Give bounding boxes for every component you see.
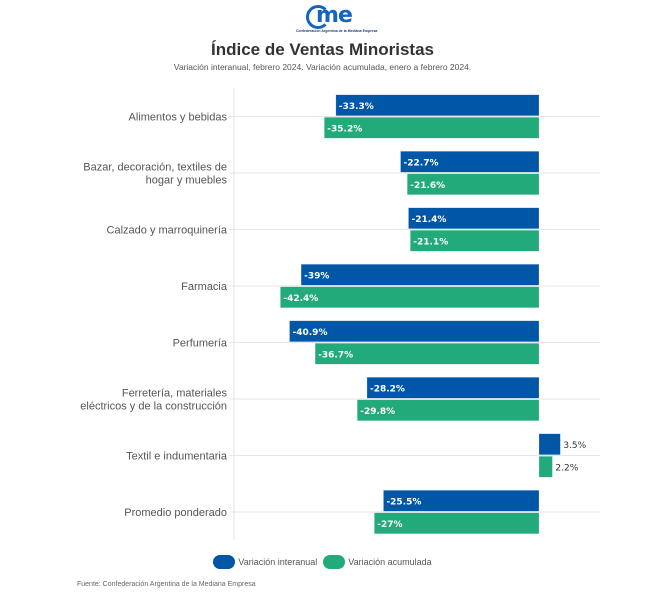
chart-title: Índice de Ventas Minoristas (211, 40, 434, 59)
category-label-line: Calzado y marroquinería (107, 225, 228, 237)
category-label-line: Alimentos y bebidas (129, 112, 228, 124)
data-label-interanual: -28.2% (370, 384, 405, 394)
category-label-line: Promedio ponderado (124, 507, 227, 519)
bar-acumulada (410, 230, 540, 252)
data-label-acumulada: -21.1% (413, 237, 448, 247)
data-label-interanual: -40.9% (293, 328, 328, 338)
bar-acumulada (538, 456, 553, 478)
data-label-interanual: -25.5% (386, 497, 421, 507)
logo-wordmark: cme (316, 3, 353, 28)
came-logo: cme Confederación Argentina de la Median… (296, 3, 378, 37)
category-label: Promedio ponderado (124, 507, 227, 519)
bar-acumulada (406, 173, 540, 195)
data-label-acumulada: -27% (377, 520, 402, 530)
logo-ring-icon (306, 5, 330, 29)
category-label: Perfumería (173, 338, 228, 350)
bar-acumulada (324, 117, 540, 139)
legend-swatch-acumulada (323, 555, 346, 569)
bar-acumulada (314, 343, 540, 365)
data-label-acumulada: -21.6% (410, 181, 445, 191)
legend-label-interanual: Variación interanual (238, 557, 318, 567)
data-label-interanual: -22.7% (404, 158, 439, 168)
bar-interanual (383, 490, 540, 512)
source-note: Fuente: Confederación Argentina de la Me… (77, 581, 256, 588)
data-label-acumulada: -29.8% (360, 407, 395, 417)
legend-item-acumulada[interactable]: Variación acumulada (323, 555, 432, 569)
bar-acumulada (356, 399, 540, 421)
bar-interanual (408, 207, 540, 229)
category-label-line: Perfumería (173, 338, 228, 350)
bar-interanual (538, 433, 561, 455)
data-label-interanual: -21.4% (411, 215, 446, 225)
legend: Variación interanual Variación acumulada (0, 555, 645, 569)
bar-interanual (300, 264, 540, 286)
data-label-acumulada: 2.2% (555, 463, 578, 473)
category-label: Farmacia (181, 281, 228, 293)
data-label-interanual: -33.3% (339, 102, 374, 112)
bar-interanual (289, 320, 540, 342)
bar-interanual (400, 151, 540, 173)
category-label-line: Bazar, decoración, textiles de (83, 162, 227, 174)
legend-label-acumulada: Variación acumulada (348, 557, 432, 567)
category-label: Bazar, decoración, textiles de hogar y mu… (83, 162, 227, 187)
legend-swatch-interanual (213, 555, 236, 569)
category-label-line: eléctricos y de la construcción (80, 401, 227, 413)
data-label-acumulada: -35.2% (327, 124, 362, 134)
category-label-line: Textil e indumentaria (126, 451, 228, 463)
bar-interanual (366, 377, 540, 399)
bar-interanual (335, 94, 540, 116)
category-label-line: Ferretería, materiales (122, 388, 228, 400)
data-label-acumulada: -36.7% (318, 350, 353, 360)
chart-subtitle: Variación interanual, febrero 2024. Vari… (173, 62, 472, 72)
category-label-line: hogar y muebles (146, 175, 228, 187)
category-label: Calzado y marroquinería (107, 225, 228, 237)
category-label: Alimentos y bebidas (129, 112, 228, 124)
bar-acumulada (374, 512, 540, 534)
legend-item-interanual[interactable]: Variación interanual (213, 555, 317, 569)
category-label-line: Farmacia (181, 281, 228, 293)
data-label-acumulada: -42.4% (283, 294, 318, 304)
logo-subtitle: Confederación Argentina de la Mediana Em… (296, 29, 378, 33)
bar-acumulada (280, 286, 540, 308)
category-label: Textil e indumentaria (126, 451, 228, 463)
category-label: Ferretería, materiales eléctricos y de la… (80, 388, 227, 413)
data-label-interanual: 3.5% (563, 441, 586, 451)
data-label-interanual: -39% (304, 271, 329, 281)
